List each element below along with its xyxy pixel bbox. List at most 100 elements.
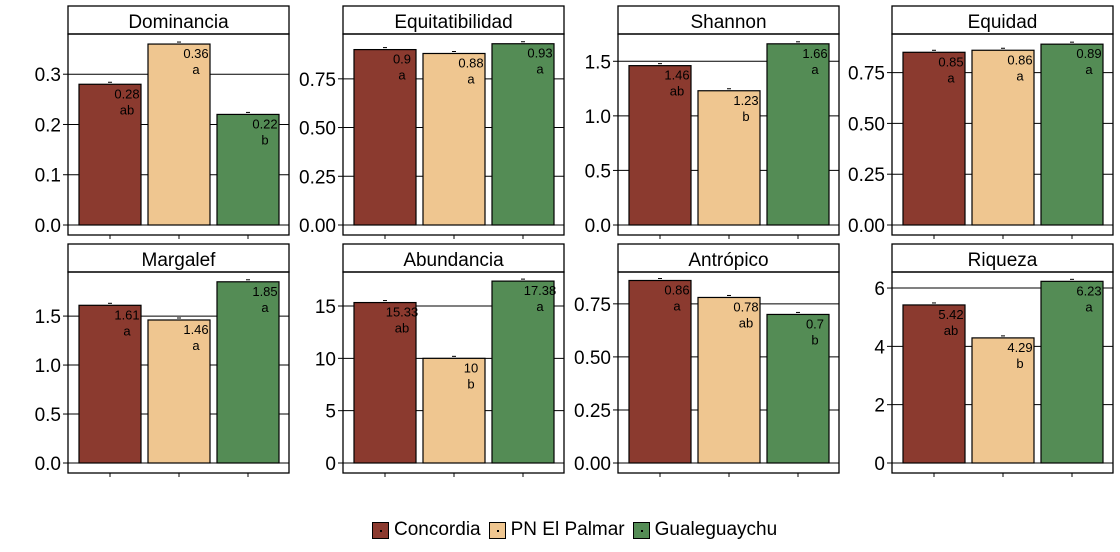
value-label: 1.85 [252, 284, 277, 299]
value-label: 1.46 [664, 68, 689, 83]
significance-letter: a [1085, 299, 1093, 314]
significance-letter: ab [120, 102, 134, 117]
bar-pn-el-palmar [422, 52, 486, 226]
y-tick-label: 0.75 [574, 295, 611, 316]
value-label: 17.38 [524, 283, 557, 298]
significance-letter: b [742, 109, 749, 124]
significance-letter: a [123, 323, 131, 338]
bar-concordia [78, 83, 142, 226]
panel-strip [891, 243, 1114, 273]
y-tick-label: 0.00 [848, 216, 885, 237]
y-tick-label: 0.50 [848, 114, 885, 135]
bar-concordia [353, 301, 417, 464]
panel-title: Shannon [690, 12, 766, 33]
value-label: 0.22 [252, 116, 277, 131]
significance-letter: b [261, 132, 268, 147]
y-tick-label: 1.5 [35, 307, 61, 328]
y-tick-label: 5 [325, 402, 336, 423]
value-label: 0.9 [393, 52, 411, 67]
panel-strip [342, 5, 565, 35]
panel-border [891, 33, 1114, 236]
significance-letter: a [398, 68, 406, 83]
y-tick-label: 0.25 [574, 401, 611, 422]
y-tick-label: 10 [315, 349, 336, 370]
bar-concordia [353, 48, 417, 226]
y-tick-label: 0.0 [35, 454, 61, 475]
value-label: 6.23 [1076, 283, 1101, 298]
legend-label-concordia: Concordia [394, 519, 481, 540]
value-label: 1.66 [802, 46, 827, 61]
significance-letter: a [811, 62, 819, 77]
y-tick-label: 4 [874, 337, 885, 358]
panel-title: Dominancia [128, 12, 229, 33]
bar-gualeguaychu [1040, 280, 1104, 464]
value-label: 1.46 [183, 322, 208, 337]
legend-key-concordia [372, 521, 389, 539]
value-label: 0.7 [806, 316, 824, 331]
panel-title: Equitatibilidad [394, 12, 512, 33]
significance-letter: a [261, 300, 269, 315]
legend-item-pn-el-palmar: PN El Palmar [488, 519, 625, 541]
y-tick-label: 0.25 [848, 165, 885, 186]
legend-label-gualeguaychu: Gualeguaychu [654, 519, 778, 540]
y-tick-label: 6 [874, 279, 885, 300]
bar-concordia [628, 65, 692, 226]
y-tick-label: 0.3 [35, 65, 61, 86]
y-tick-label: 0.75 [299, 70, 336, 91]
panel-title: Antrópico [688, 250, 768, 271]
y-tick-label: 0.1 [35, 166, 61, 187]
significance-letter: ab [670, 84, 684, 99]
bar-gualeguaychu [1040, 43, 1104, 226]
value-label: 1.61 [114, 307, 139, 322]
panel-equitatibilidad: Equitatibilidad0.000.250.500.750.9a0.88a… [299, 5, 565, 239]
panel-border [617, 33, 840, 236]
significance-letter: ab [739, 315, 753, 330]
panel-title: Abundancia [403, 250, 504, 271]
value-label: 0.88 [458, 55, 483, 70]
chart-legend: Concordia PN El Palmar Gualeguaychu [372, 519, 779, 541]
y-tick-label: 0 [325, 454, 336, 475]
bar-gualeguaychu [491, 280, 555, 464]
y-tick-label: 0.00 [574, 454, 611, 475]
value-label: 0.85 [938, 54, 963, 69]
y-tick-label: 0.75 [848, 64, 885, 85]
panel-border [891, 271, 1114, 474]
value-label: 0.86 [664, 282, 689, 297]
value-label: 15.33 [386, 305, 419, 320]
bar-concordia [78, 304, 142, 464]
bar-gualeguaychu [216, 281, 280, 464]
panel-border [617, 271, 840, 474]
y-tick-label: 0.0 [35, 216, 61, 237]
bar-concordia [902, 51, 966, 226]
panel-strip [67, 243, 290, 273]
y-tick-label: 0.2 [35, 115, 61, 136]
significance-letter: a [673, 298, 681, 313]
value-label: 0.36 [183, 46, 208, 61]
y-tick-label: 1.0 [35, 356, 61, 377]
y-tick-label: 1.0 [585, 107, 611, 128]
significance-letter: a [947, 70, 955, 85]
panel-title: Riqueza [968, 250, 1038, 271]
bar-gualeguaychu [766, 313, 830, 464]
value-label: 4.29 [1007, 340, 1032, 355]
significance-letter: a [192, 62, 200, 77]
legend-label-pn-el-palmar: PN El Palmar [510, 519, 625, 540]
legend-key-pn-el-palmar [488, 521, 506, 539]
panel-border [67, 33, 290, 236]
panel-title: Equidad [968, 12, 1038, 33]
bar-gualeguaychu [766, 43, 830, 226]
y-tick-label: 0.0 [585, 216, 611, 237]
bar-concordia [902, 304, 966, 464]
significance-letter: a [1085, 62, 1093, 77]
value-label: 0.78 [733, 299, 758, 314]
value-label: 0.28 [114, 86, 139, 101]
bar-gualeguaychu [216, 113, 280, 226]
significance-letter: ab [395, 321, 409, 336]
bar-pn-el-palmar [971, 337, 1035, 464]
significance-letter: b [811, 332, 818, 347]
significance-letter: b [1016, 356, 1023, 371]
